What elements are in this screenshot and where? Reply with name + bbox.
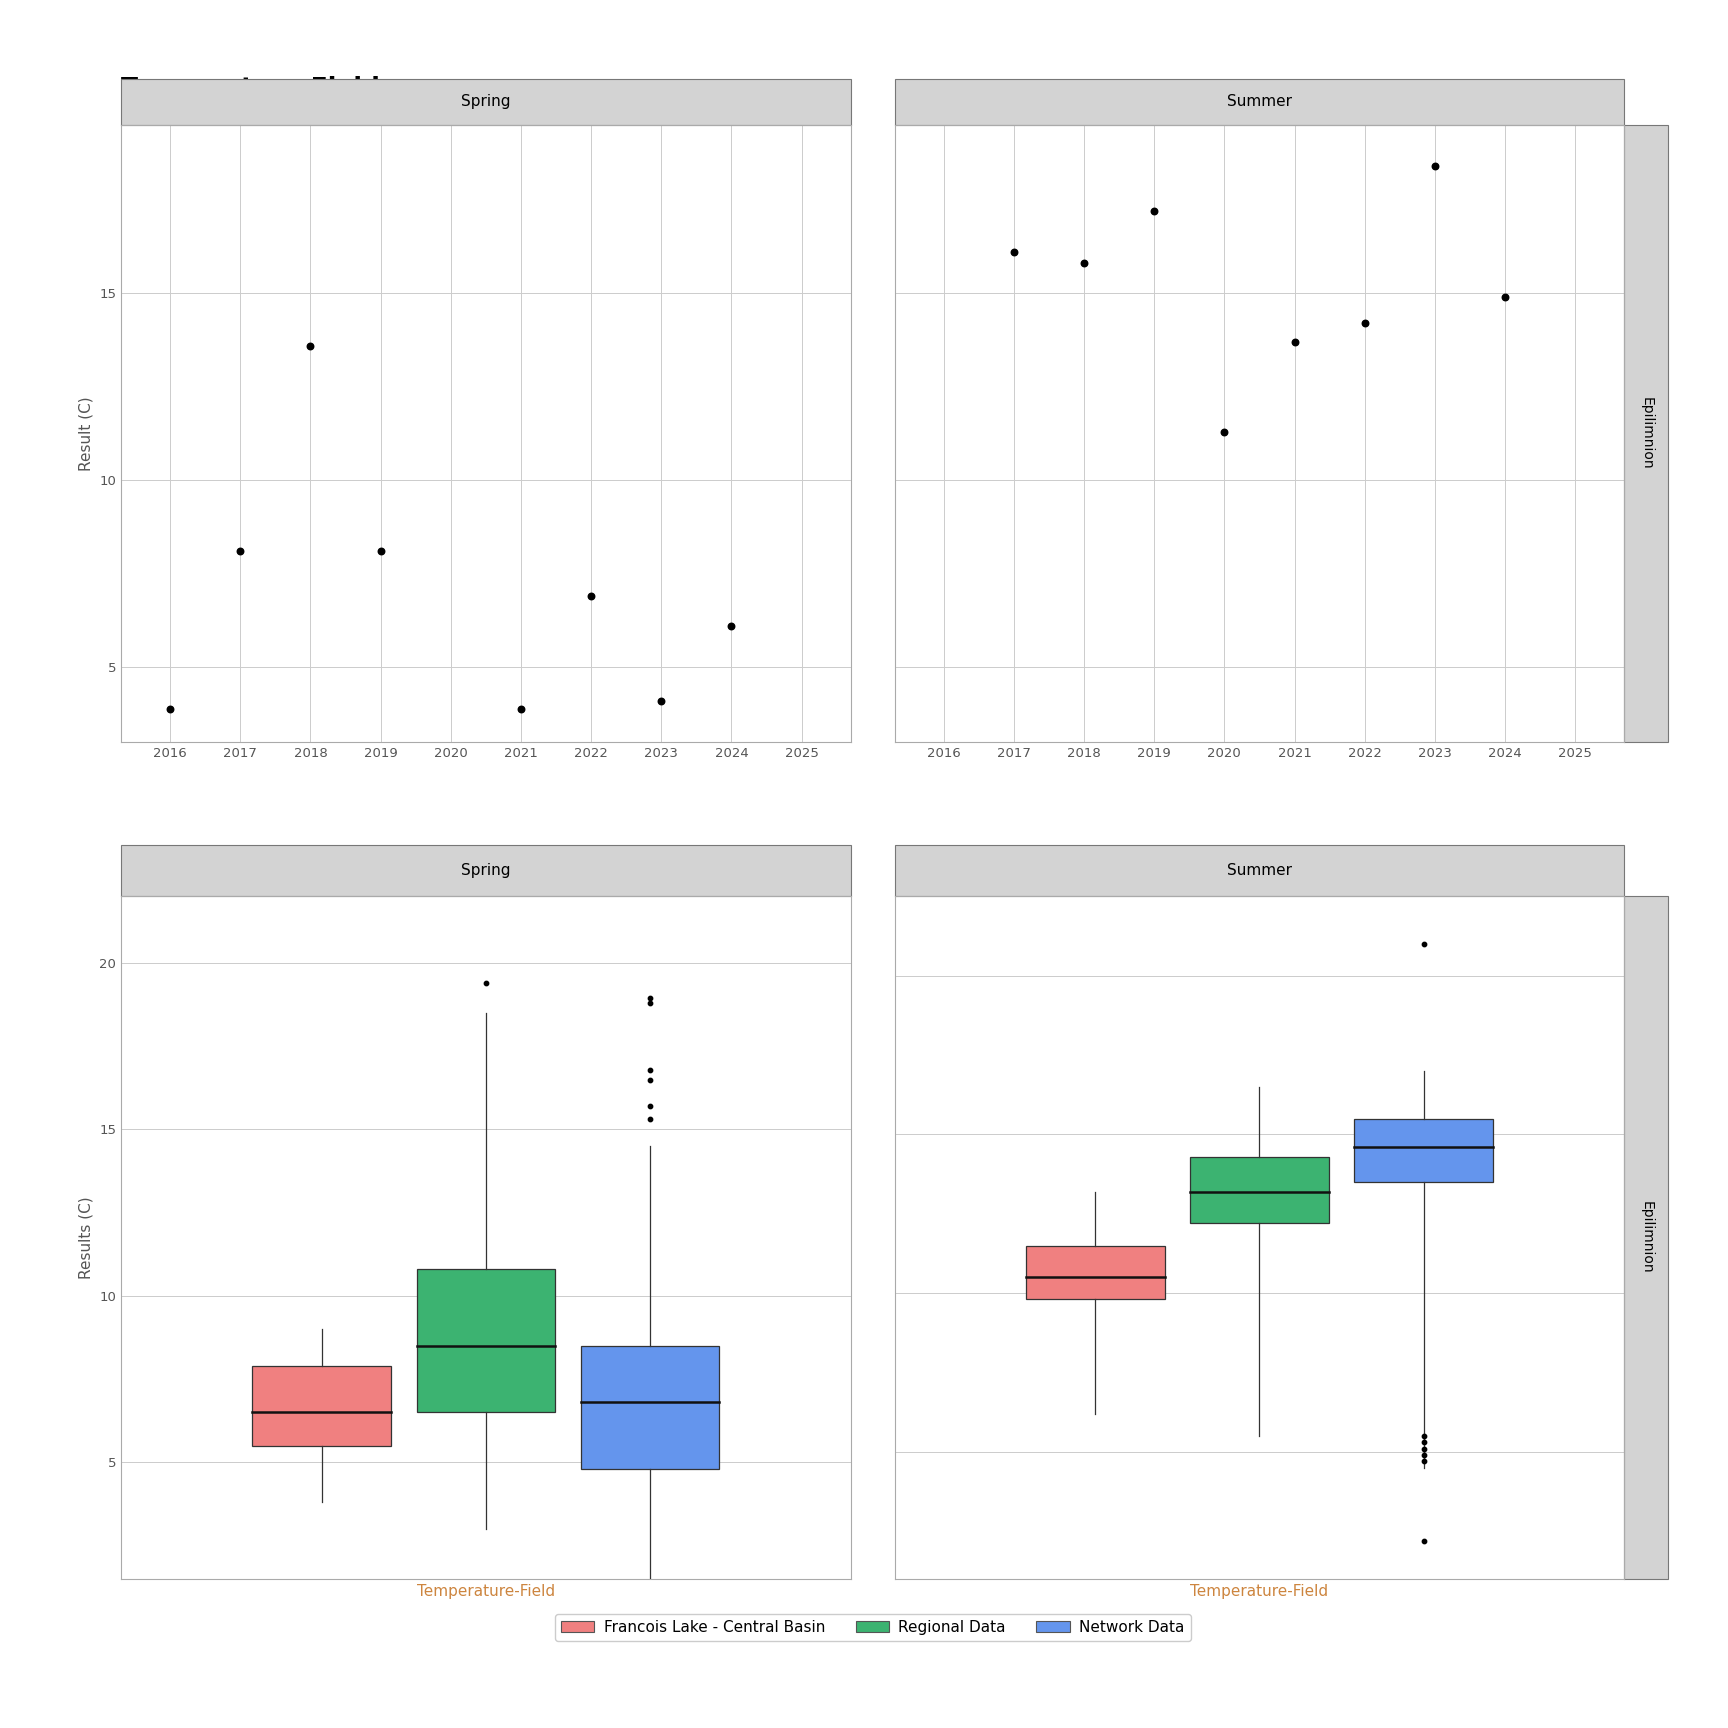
- Point: [1351, 309, 1379, 337]
- Bar: [121, 79, 850, 124]
- Point: [1211, 418, 1239, 446]
- Point: [636, 1056, 664, 1083]
- Point: [1410, 1448, 1438, 1476]
- Point: [717, 612, 745, 639]
- Text: Spring: Spring: [461, 864, 510, 878]
- Point: [297, 332, 325, 359]
- Point: [636, 988, 664, 1016]
- Bar: [1191, 1156, 1329, 1223]
- Point: [636, 1092, 664, 1120]
- Point: [636, 1106, 664, 1134]
- Text: Summer: Summer: [1227, 95, 1293, 109]
- Point: [636, 985, 664, 1013]
- Point: [636, 1066, 664, 1094]
- Bar: [252, 1365, 391, 1446]
- Bar: [581, 1346, 719, 1469]
- Bar: [1026, 1246, 1165, 1299]
- Y-axis label: Result (C): Result (C): [78, 396, 93, 470]
- Point: [366, 537, 394, 565]
- Point: [472, 969, 499, 997]
- Point: [506, 695, 534, 722]
- Point: [1491, 283, 1519, 311]
- Point: [1420, 152, 1448, 180]
- Point: [1280, 328, 1308, 356]
- Legend: Francois Lake - Central Basin, Regional Data, Network Data: Francois Lake - Central Basin, Regional …: [555, 1614, 1191, 1642]
- Bar: [895, 79, 1624, 124]
- Bar: [1355, 1118, 1493, 1182]
- Point: [1410, 1528, 1438, 1555]
- Point: [1001, 238, 1028, 266]
- Bar: [895, 845, 1624, 897]
- Bar: [1624, 897, 1668, 1579]
- Y-axis label: Results (C): Results (C): [78, 1196, 93, 1279]
- Point: [1410, 1429, 1438, 1457]
- Bar: [416, 1268, 555, 1412]
- Point: [1140, 197, 1168, 225]
- Bar: [121, 845, 850, 897]
- Point: [156, 695, 183, 722]
- Point: [1410, 1422, 1438, 1450]
- Point: [1410, 930, 1438, 957]
- Text: Comparison with Network Data: Comparison with Network Data: [121, 848, 562, 873]
- Text: Summer: Summer: [1227, 864, 1293, 878]
- Point: [648, 688, 676, 715]
- Text: Epilimnion: Epilimnion: [1640, 1201, 1654, 1274]
- Text: Epilimnion: Epilimnion: [1640, 397, 1654, 470]
- Point: [1070, 249, 1097, 276]
- Text: Spring: Spring: [461, 95, 510, 109]
- Point: [226, 537, 254, 565]
- Text: Temperature-Field: Temperature-Field: [121, 76, 380, 100]
- Bar: [1624, 124, 1668, 743]
- Point: [1410, 1434, 1438, 1462]
- Point: [577, 582, 605, 610]
- Point: [1410, 1441, 1438, 1469]
